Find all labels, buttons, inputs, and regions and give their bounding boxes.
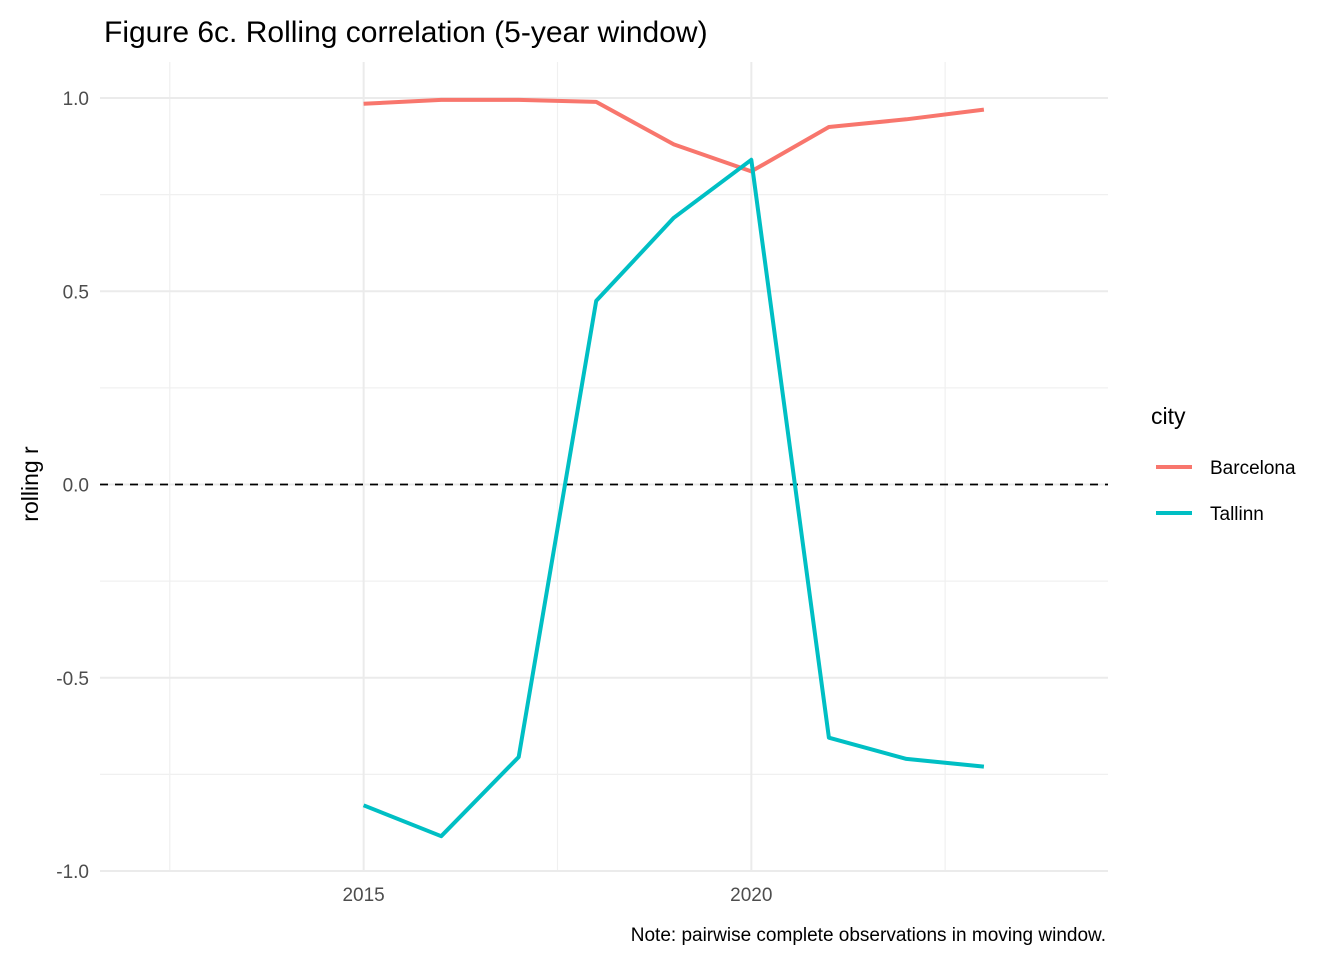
y-tick-label: -1.0 [56,862,89,883]
series-line-barcelona [363,97,985,174]
legend-label-tallinn: Tallinn [1210,504,1264,525]
series-line-tallinn [362,157,985,839]
chart-caption: Note: pairwise complete observations in … [631,925,1106,946]
y-tick-label: -0.5 [56,669,89,690]
series-layer [362,97,985,839]
y-tick-label: 0.5 [63,282,89,303]
y-axis-ticks: 1.0 0.5 0.0 -0.5 -1.0 [56,89,89,883]
x-axis-ticks: 2015 2020 [342,885,772,906]
y-tick-label: 0.0 [63,476,89,497]
major-gridlines [100,62,1108,872]
legend-title: city [1151,403,1186,429]
y-axis-label: rolling r [17,446,43,522]
chart-title: Figure 6c. Rolling correlation (5-year w… [104,16,708,49]
minor-gridlines [100,62,1108,871]
x-tick-label: 2015 [342,885,384,906]
legend: Barcelona Tallinn [1156,458,1296,525]
y-tick-label: 1.0 [63,89,89,110]
x-tick-label: 2020 [730,885,772,906]
legend-label-barcelona: Barcelona [1210,458,1296,479]
